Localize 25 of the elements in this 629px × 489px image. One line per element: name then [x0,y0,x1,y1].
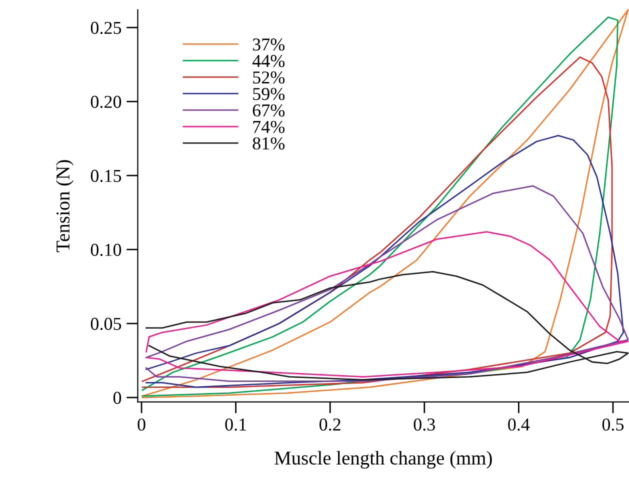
x-tick-label: 0.4 [508,418,530,431]
y-tick-label: 0.25 [90,22,122,34]
y-tick-label: 0 [113,392,122,404]
line-series [146,271,629,380]
x-tick-label: 0.3 [414,418,435,431]
line-series [146,134,624,388]
legend-label: 37% [252,38,285,51]
y-tick-label: 0.20 [90,96,122,108]
x-tick-label: 0.5 [602,418,624,431]
x-axis-title: Muscle length change (mm) [274,450,492,469]
line-series [146,231,629,378]
legend-label: 67% [252,104,285,117]
legend-label: 59% [253,88,285,100]
y-axis-title: Tension (N) [56,160,74,252]
legend-label: 52% [253,71,285,84]
y-tick-label: 0.10 [90,244,122,256]
legend-label: 74% [253,120,285,134]
y-tick-label: 0.05 [90,318,122,330]
x-tick-label: 0.2 [320,418,340,431]
x-tick-label: 0 [138,418,146,431]
legend-label: 44% [252,54,285,68]
y-tick-label: 0.15 [90,170,122,182]
x-tick-label: 0.1 [225,418,246,431]
line-series [146,185,629,382]
legend-label: 81% [252,137,285,150]
